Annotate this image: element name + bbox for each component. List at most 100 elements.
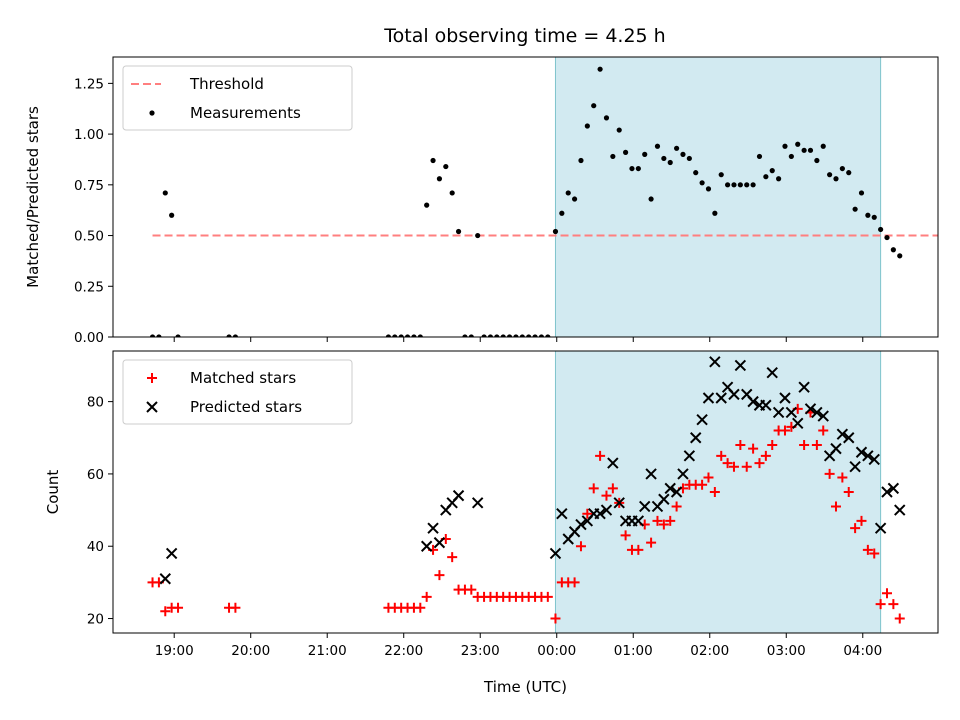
predicted-stars-point xyxy=(471,497,484,509)
measurement-point xyxy=(731,182,737,188)
matched-stars-point xyxy=(818,425,829,436)
matched-stars-point xyxy=(582,508,593,519)
measurement-point xyxy=(175,334,181,337)
measurement-point xyxy=(487,334,494,337)
matched-stars-point xyxy=(607,483,618,494)
matched-stars-point xyxy=(160,606,171,617)
matched-stars-point xyxy=(799,440,810,450)
measurement-point xyxy=(661,155,667,162)
measurement-point xyxy=(417,334,423,337)
measurement-point xyxy=(526,334,532,337)
predicted-stars-point xyxy=(804,403,817,415)
plot-area xyxy=(147,351,906,633)
predicted-stars-point xyxy=(677,468,689,480)
x-tick-label: 22:00 xyxy=(384,643,423,659)
matched-stars-point xyxy=(658,519,669,530)
matched-stars-point xyxy=(716,450,727,461)
measurement-point xyxy=(392,334,398,337)
measurement-point xyxy=(610,153,616,160)
measurement-point xyxy=(699,180,705,186)
predicted-stars-point xyxy=(772,406,785,419)
matched-stars-point xyxy=(741,461,752,472)
measurement-point xyxy=(705,186,712,192)
measurement-point xyxy=(398,334,404,337)
matched-stars-point xyxy=(697,479,708,490)
predicted-stars-point xyxy=(709,356,721,368)
predicted-stars-point xyxy=(433,536,446,549)
figure-title: Total observing time = 4.25 h xyxy=(383,25,665,47)
predicted-stars-point xyxy=(862,450,874,462)
matched-stars-point xyxy=(767,440,778,450)
matched-stars-point xyxy=(588,483,599,494)
predicted-stars-point xyxy=(645,468,657,480)
x-tick-label: 19:00 xyxy=(155,643,194,659)
measurement-point xyxy=(820,143,826,149)
y-tick-label: 0.25 xyxy=(74,279,104,295)
measurement-point xyxy=(795,141,801,147)
y-axis-label: Count xyxy=(44,470,62,515)
x-axis-label: Time (UTC) xyxy=(483,678,567,696)
measurement-point xyxy=(718,172,724,178)
legend-label: Measurements xyxy=(190,104,301,122)
measurement-point xyxy=(622,149,629,155)
measurement-point xyxy=(725,182,731,188)
predicted-stars-point xyxy=(849,460,861,473)
matched-stars-point xyxy=(779,425,790,436)
matched-stars-point xyxy=(862,544,873,555)
matched-stars-point xyxy=(466,584,477,595)
predicted-stars-point xyxy=(613,497,625,509)
measurement-point xyxy=(455,228,462,235)
measurement-point xyxy=(468,334,474,337)
measurement-point xyxy=(674,145,680,151)
measurement-point xyxy=(642,151,648,157)
matched-stars-point xyxy=(434,570,445,581)
matched-stars-point xyxy=(575,541,586,552)
measurement-point xyxy=(897,253,903,259)
matched-stars-point xyxy=(850,523,861,534)
matched-stars-point xyxy=(620,530,631,541)
predicted-stars-point xyxy=(607,457,619,469)
legend-box xyxy=(122,65,353,131)
predicted-stars-point xyxy=(690,432,702,444)
measurement-point xyxy=(411,334,417,337)
measurement-point xyxy=(597,66,603,72)
predicted-stars-point xyxy=(594,507,606,520)
matched-stars-point xyxy=(173,602,184,613)
measurement-point xyxy=(871,214,877,220)
predicted-stars-point xyxy=(664,482,676,495)
predicted-stars-point xyxy=(670,486,683,498)
y-tick-label: 1.00 xyxy=(74,127,104,143)
measurement-point xyxy=(513,334,519,337)
measurement-point xyxy=(500,334,506,337)
measurement-point xyxy=(475,232,481,239)
measurement-point xyxy=(833,176,839,182)
matched-stars-point xyxy=(748,443,759,454)
predicted-stars-point xyxy=(549,547,562,560)
measurement-point xyxy=(846,170,852,176)
predicted-stars-point xyxy=(843,432,855,444)
matched-stars-point xyxy=(569,577,580,588)
matched-stars-point xyxy=(830,501,841,512)
predicted-stars-point xyxy=(575,518,587,531)
measurement-point xyxy=(629,165,635,172)
measurement-point xyxy=(878,226,884,233)
matched-stars-point xyxy=(447,552,458,563)
matched-stars-point xyxy=(811,440,822,450)
x-tick-label: 04:00 xyxy=(843,643,882,659)
predicted-stars-point xyxy=(881,486,893,498)
predicted-stars-point xyxy=(760,399,772,411)
measurement-point xyxy=(559,210,565,216)
measurement-point xyxy=(839,165,845,172)
measurement-point xyxy=(782,143,788,149)
predicted-stars-point xyxy=(702,392,715,404)
measurement-point xyxy=(156,334,162,337)
predicted-stars-point xyxy=(798,381,810,393)
matched-stars-point xyxy=(837,472,848,483)
measurement-point xyxy=(565,190,571,196)
series-matched-stars xyxy=(147,403,905,624)
measurement-point xyxy=(852,206,858,212)
matched-stars-point xyxy=(722,458,733,469)
predicted-stars-point xyxy=(779,392,791,404)
legend: Matched stars Predicted stars xyxy=(122,359,353,425)
measurement-point xyxy=(603,115,610,121)
